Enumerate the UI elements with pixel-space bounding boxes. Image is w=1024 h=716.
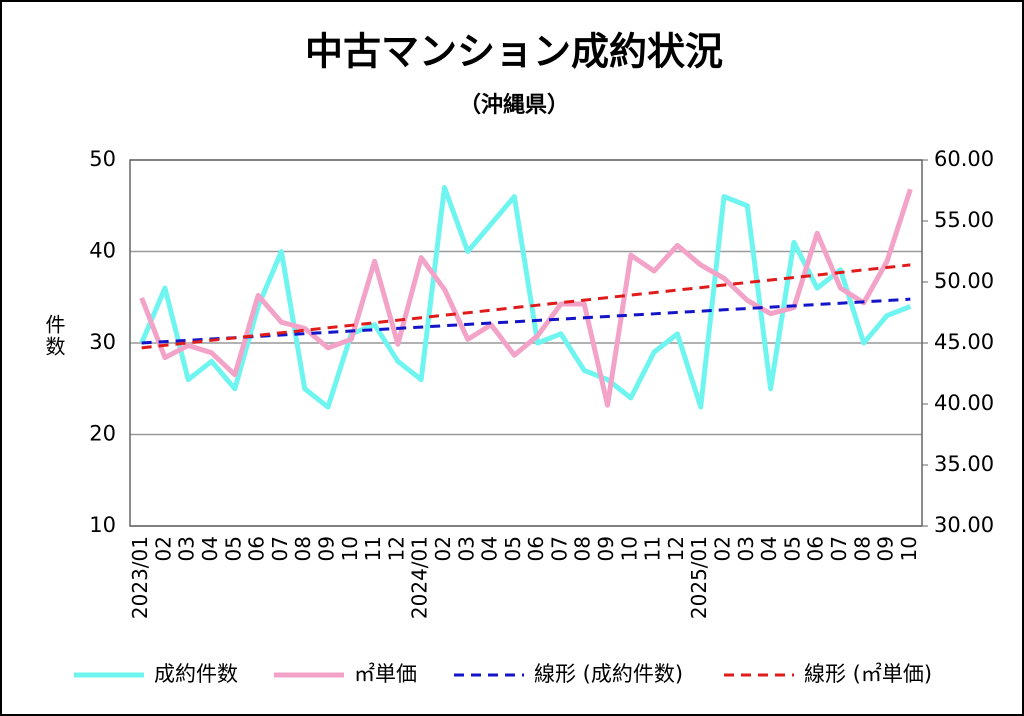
x-tick-label: 02 [711, 536, 735, 561]
y2-tick-label: 60.00 [934, 147, 994, 171]
x-tick-label: 11 [641, 536, 665, 561]
x-tick-label: 08 [571, 536, 595, 561]
y-tick-label: 10 [89, 513, 116, 537]
x-tick-label: 06 [524, 536, 548, 561]
legend-label: ㎡単価 [354, 662, 417, 686]
x-tick-label: 03 [734, 536, 758, 561]
x-tick-label: 05 [501, 536, 525, 561]
x-tick-label: 09 [594, 536, 618, 561]
x-tick-label: 12 [664, 536, 688, 561]
x-tick-label: 05 [780, 536, 804, 561]
y-tick-label: 40 [89, 239, 116, 263]
x-tick-label: 02 [431, 536, 455, 561]
x-tick-label: 08 [291, 536, 315, 561]
x-tick-label: 09 [315, 536, 339, 561]
x-tick-label: 04 [198, 536, 222, 561]
x-tick-label: 09 [874, 536, 898, 561]
chart-title: 中古マンション成約状況 [305, 30, 723, 74]
y2-tick-label: 30.00 [934, 513, 994, 537]
legend-label: 成約件数 [154, 662, 238, 686]
plot-frame [129, 159, 923, 527]
x-tick-label: 05 [221, 536, 245, 561]
y2-tick-label: 35.00 [934, 452, 994, 476]
x-tick-label: 06 [804, 536, 828, 561]
y2-tick-label: 45.00 [934, 330, 994, 354]
x-tick-label: 2025/01 [687, 536, 711, 619]
series-line [139, 188, 913, 408]
y-axis-label: 件数 [42, 314, 66, 358]
chart-subtitle: （沖縄県） [459, 93, 569, 118]
legend-label: 線形 (㎡単価) [804, 662, 932, 686]
x-tick-label: 08 [850, 536, 874, 561]
x-tick-label: 04 [478, 536, 502, 561]
x-tick-label: 2023/01 [128, 536, 152, 619]
y2-tick-label: 55.00 [934, 208, 994, 232]
x-tick-label: 03 [454, 536, 478, 561]
y-tick-label: 30 [89, 330, 116, 354]
x-tick-label: 2024/01 [408, 536, 432, 619]
y2-tick-label: 40.00 [934, 391, 994, 415]
x-tick-label: 10 [338, 536, 362, 561]
x-tick-label: 10 [617, 536, 641, 561]
x-tick-label: 06 [245, 536, 269, 561]
x-tick-label: 07 [547, 536, 571, 561]
x-tick-label: 04 [757, 536, 781, 561]
x-tick-label: 02 [151, 536, 175, 561]
series-line [139, 184, 912, 410]
y2-tick-label: 50.00 [934, 269, 994, 293]
x-tick-label: 11 [361, 536, 385, 561]
series-line [141, 297, 911, 345]
y-tick-label: 20 [89, 422, 116, 446]
x-tick-label: 03 [175, 536, 199, 561]
x-tick-label: 07 [268, 536, 292, 561]
x-tick-label: 10 [897, 536, 921, 561]
y-tick-label: 50 [89, 147, 116, 171]
x-tick-label: 12 [384, 536, 408, 561]
series-line [141, 263, 911, 350]
legend-label: 線形 (成約件数) [534, 662, 683, 686]
x-tick-label: 07 [827, 536, 851, 561]
